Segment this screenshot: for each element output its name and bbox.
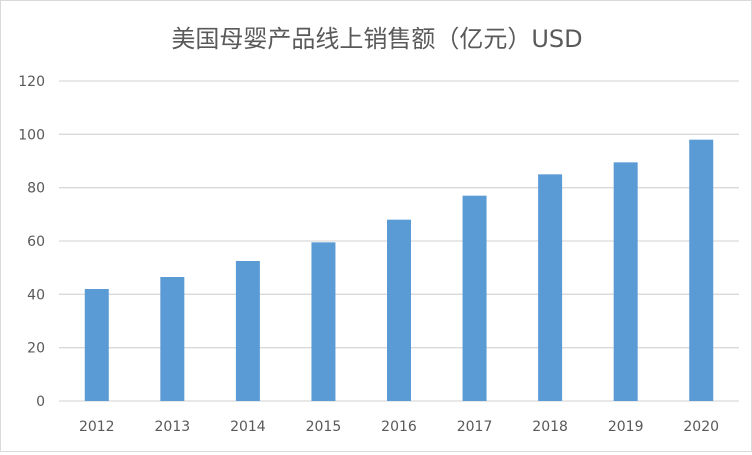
bar-2020 xyxy=(689,139,714,401)
x-tick-label: 2017 xyxy=(457,419,493,435)
bar-2012 xyxy=(84,289,109,401)
x-tick-label: 2019 xyxy=(608,419,644,435)
y-tick-label: 20 xyxy=(27,341,45,357)
bar-2015 xyxy=(311,242,336,401)
y-tick-label: 60 xyxy=(27,234,45,250)
x-tick-label: 2018 xyxy=(532,419,568,435)
bar-2014 xyxy=(235,261,260,401)
x-tick-label: 2014 xyxy=(230,419,266,435)
x-tick-label: 2020 xyxy=(683,419,719,435)
y-tick-label: 40 xyxy=(27,287,45,303)
bar-2019 xyxy=(613,162,638,401)
bar-2016 xyxy=(387,219,411,401)
x-tick-label: 2015 xyxy=(306,419,342,435)
y-tick-label: 120 xyxy=(18,74,45,90)
x-tick-label: 2016 xyxy=(381,419,417,435)
y-tick-label: 80 xyxy=(27,181,45,197)
x-tick-label: 2012 xyxy=(79,419,115,435)
bar-2017 xyxy=(462,195,487,401)
y-tick-label: 0 xyxy=(36,394,45,410)
y-tick-label: 100 xyxy=(18,127,45,143)
bar-2013 xyxy=(160,277,185,401)
bar-2018 xyxy=(538,174,563,401)
chart-title: 美国母婴产品线上销售额（亿元）USD xyxy=(171,25,582,53)
x-tick-label: 2013 xyxy=(155,419,191,435)
